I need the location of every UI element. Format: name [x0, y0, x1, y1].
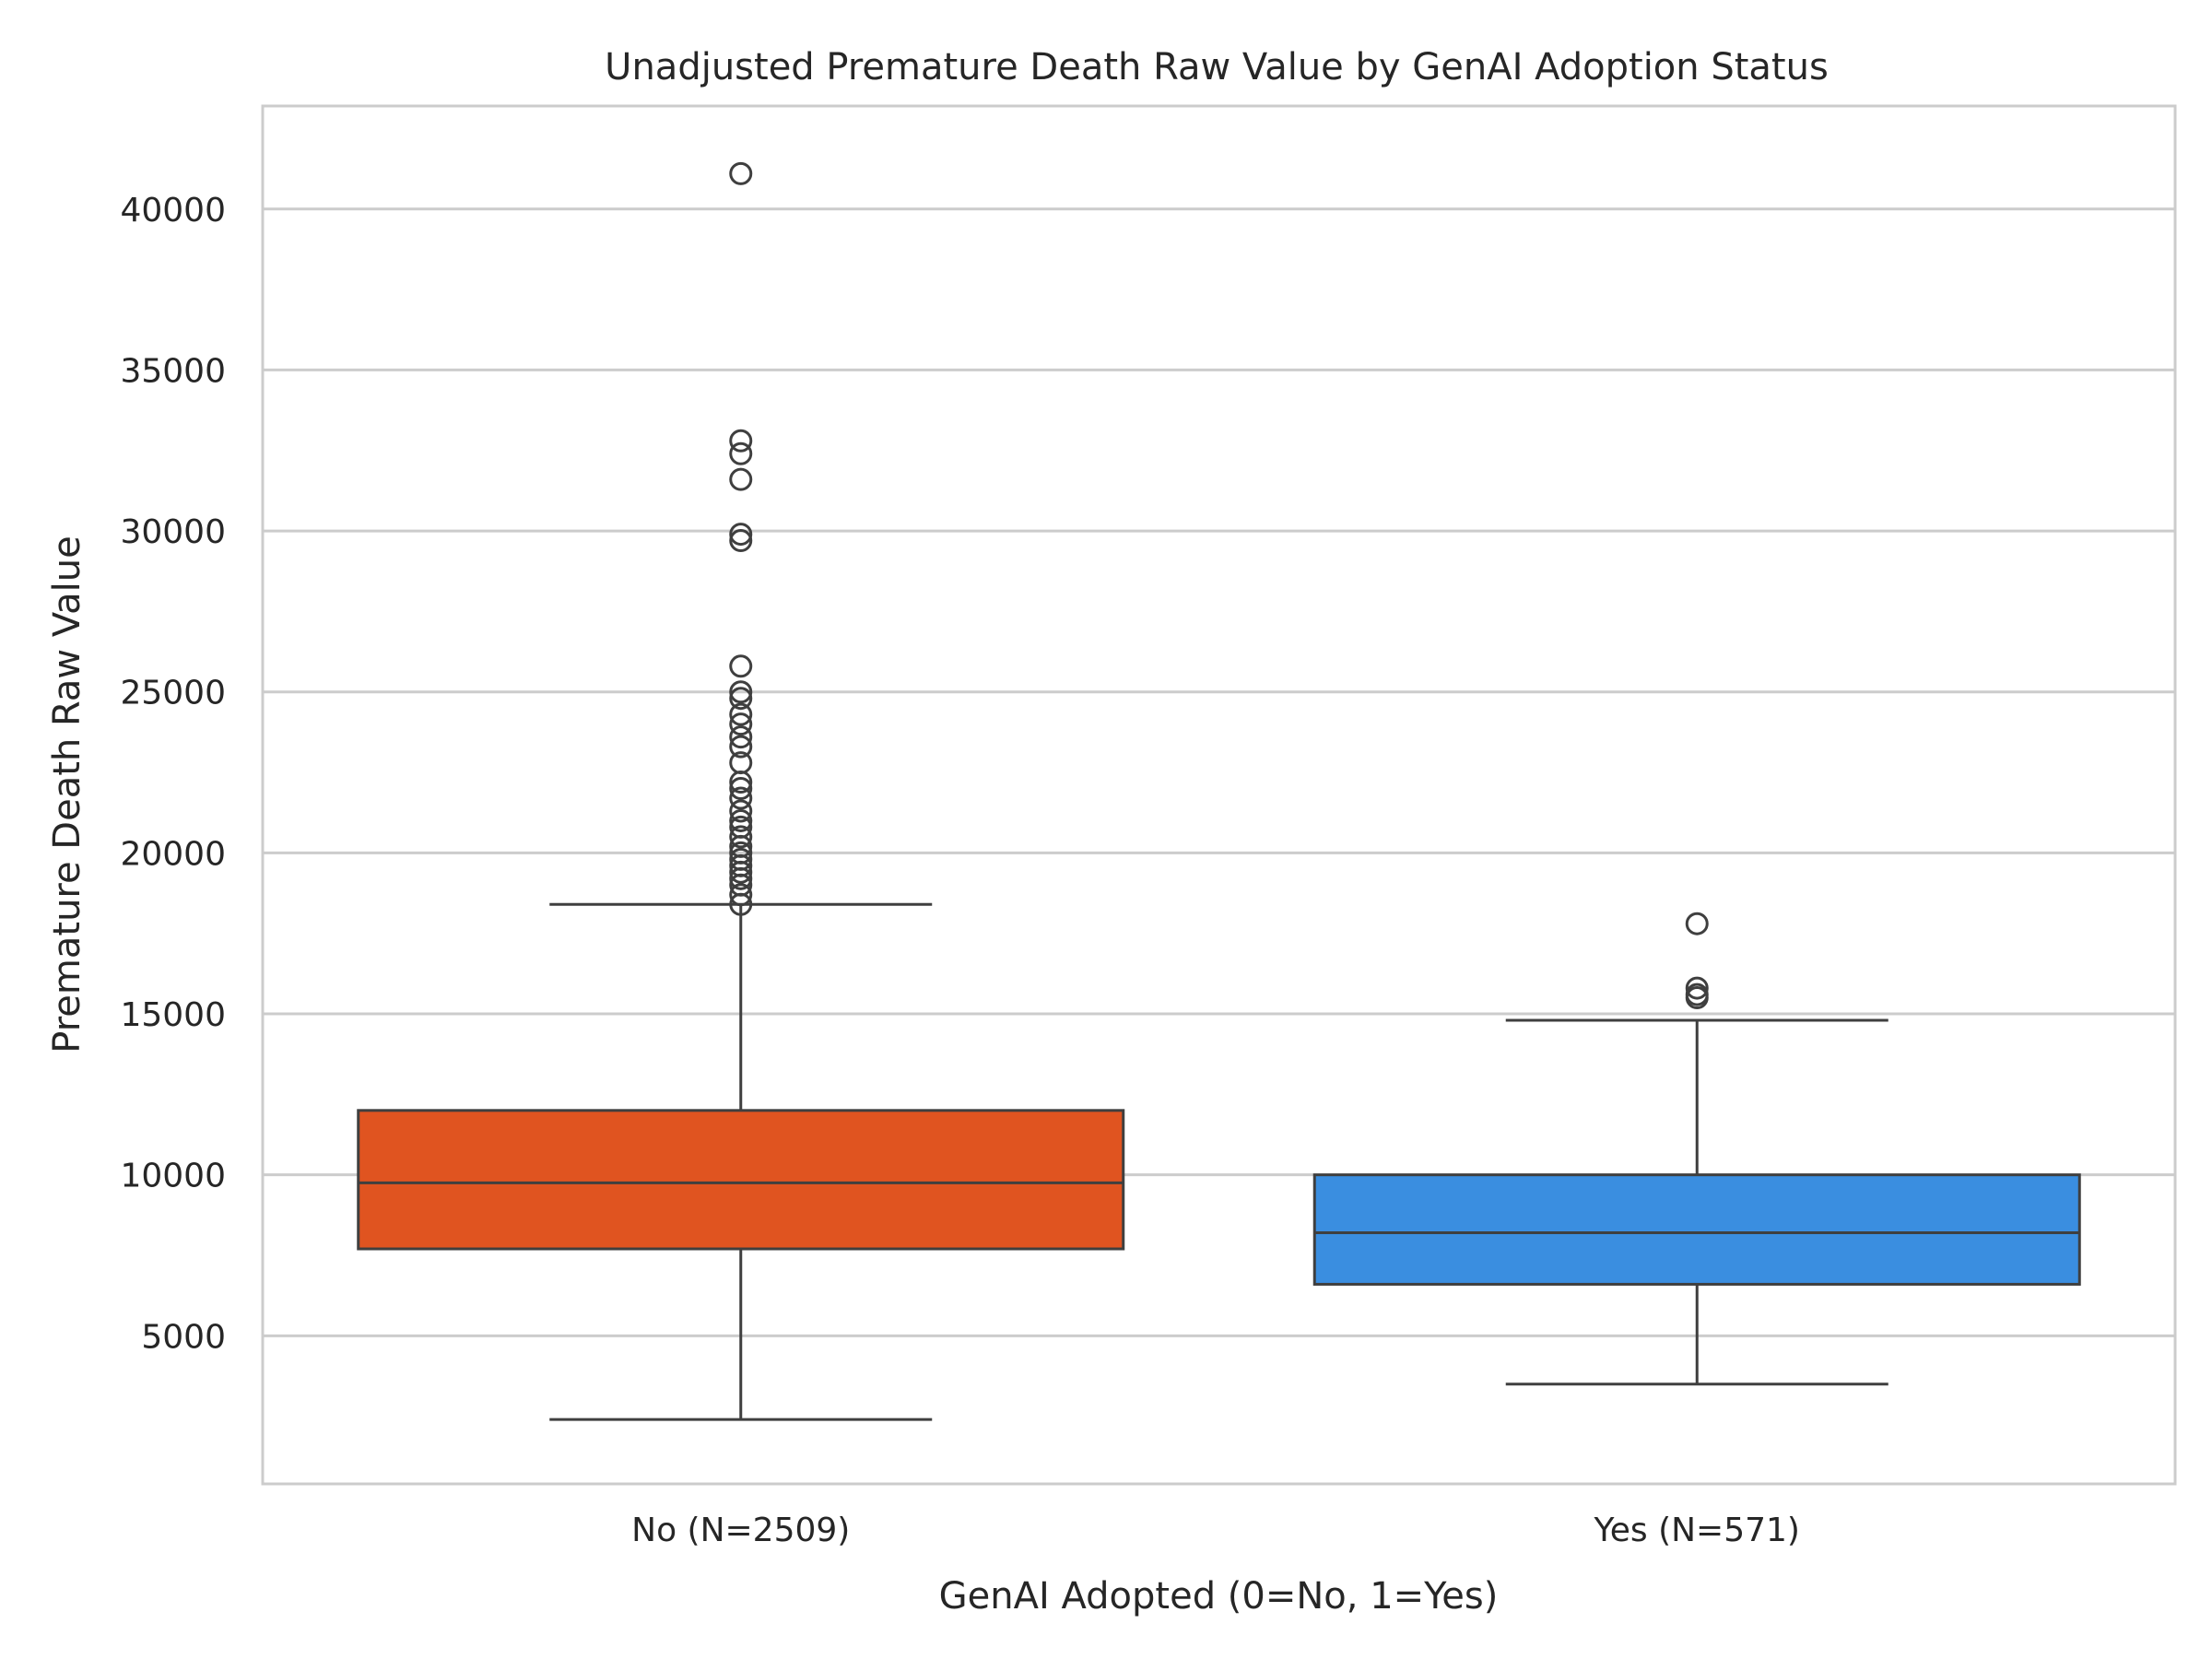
outlier-point — [729, 680, 753, 704]
x-tick-label-0: No (N=2509) — [631, 1512, 850, 1549]
y-tick-label-25000: 25000 — [120, 675, 226, 712]
outlier-point — [729, 799, 753, 823]
y-tick-label-40000: 40000 — [120, 192, 226, 229]
outlier-point — [729, 467, 753, 491]
outlier-point — [729, 815, 753, 839]
y-tick-label-15000: 15000 — [120, 996, 226, 1034]
outlier-point — [729, 654, 753, 678]
x-tick-label-1: Yes (N=571) — [1594, 1512, 1800, 1549]
iqr-box — [1312, 1173, 2081, 1286]
y-tick-label-20000: 20000 — [120, 835, 226, 873]
plot-area — [357, 161, 2081, 1421]
outlier-point — [729, 847, 753, 871]
outlier-point — [729, 751, 753, 775]
outlier-point — [729, 429, 753, 453]
y-tick-label-35000: 35000 — [120, 352, 226, 390]
outlier-point — [729, 786, 753, 810]
outlier-point — [729, 687, 753, 711]
y-axis-ticks: 5000 10000 15000 20000 25000 30000 35000 40000 — [120, 192, 226, 1357]
x-axis-ticks: No (N=2509) Yes (N=571) — [631, 1512, 1800, 1549]
outlier-point — [729, 441, 753, 465]
outlier-point — [729, 777, 753, 801]
outlier-point — [729, 825, 753, 849]
y-axis-label: Premature Death Raw Value — [46, 535, 88, 1053]
chart-title: Unadjusted Premature Death Raw Value by … — [605, 46, 1829, 88]
outlier-point — [729, 725, 753, 749]
outlier-point — [1685, 976, 1709, 1000]
outlier-point — [729, 735, 753, 759]
y-tick-label-10000: 10000 — [120, 1158, 226, 1195]
outlier-point — [729, 529, 753, 553]
outlier-point — [729, 808, 753, 832]
outlier-point — [729, 883, 753, 907]
outlier-point — [729, 841, 753, 865]
iqr-box — [357, 1109, 1125, 1251]
box-group-0 — [357, 161, 1125, 1421]
x-axis-label: GenAI Adopted (0=No, 1=Yes) — [939, 1575, 1499, 1618]
outlier-point — [729, 523, 753, 547]
outlier-point — [729, 702, 753, 726]
outlier-point — [729, 161, 753, 185]
box-group-1 — [1312, 912, 2081, 1386]
y-tick-label-30000: 30000 — [120, 513, 226, 551]
y-tick-label-5000: 5000 — [141, 1318, 226, 1356]
outlier-point — [1685, 982, 1709, 1006]
outlier-point — [729, 712, 753, 736]
plot-frame — [261, 104, 2177, 1486]
outlier-point — [1685, 912, 1709, 935]
